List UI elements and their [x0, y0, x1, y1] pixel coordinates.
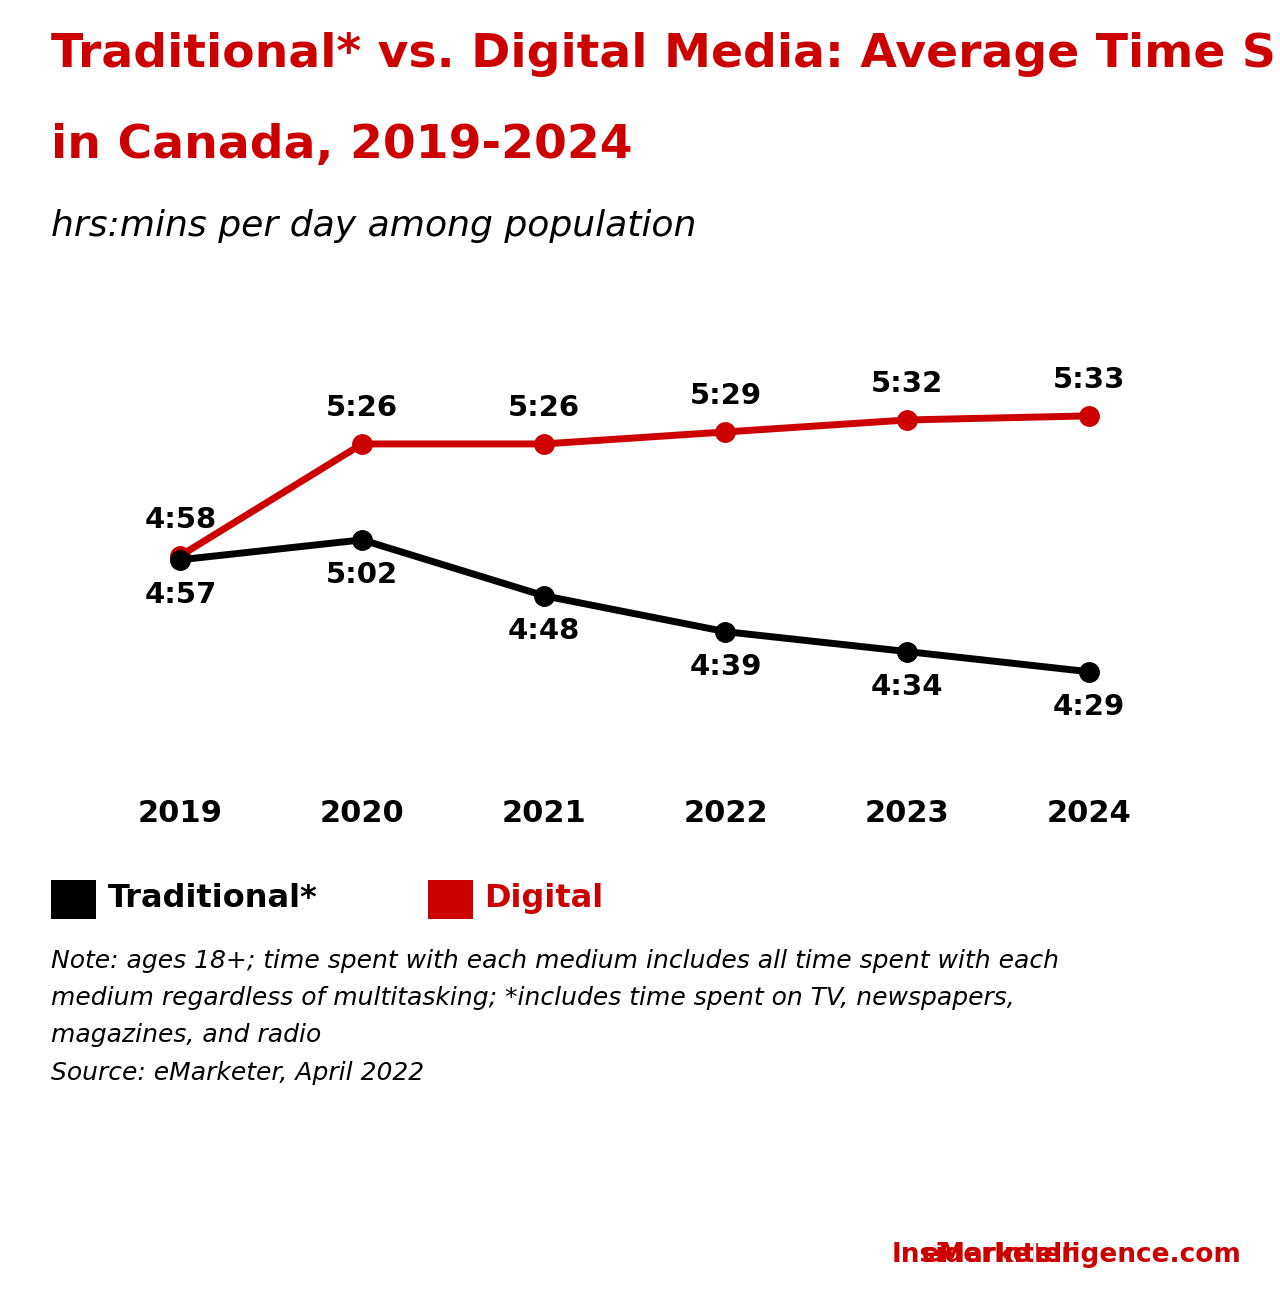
- Text: 5:26: 5:26: [508, 394, 580, 422]
- Text: 4:29: 4:29: [1052, 693, 1125, 722]
- Text: 2023: 2023: [865, 799, 950, 828]
- Text: 4:34: 4:34: [870, 673, 943, 701]
- Text: 2022: 2022: [684, 799, 768, 828]
- Text: 4:58: 4:58: [145, 506, 216, 534]
- Text: eMarketer: eMarketer: [922, 1242, 1075, 1269]
- Text: 5:32: 5:32: [870, 371, 943, 399]
- Text: 5:33: 5:33: [1052, 367, 1125, 394]
- Text: 2020: 2020: [320, 799, 404, 828]
- Text: 4:57: 4:57: [145, 581, 216, 609]
- Text: 2019: 2019: [138, 799, 223, 828]
- Text: Traditional* vs. Digital Media: Average Time Spent: Traditional* vs. Digital Media: Average …: [51, 32, 1280, 77]
- Bar: [428, 880, 472, 919]
- Text: 5:02: 5:02: [326, 562, 398, 590]
- Text: in Canada, 2019-2024: in Canada, 2019-2024: [51, 123, 632, 168]
- Text: InsiderIntelligence.com: InsiderIntelligence.com: [892, 1242, 1242, 1269]
- Text: |: |: [1029, 1242, 1039, 1269]
- Text: Digital: Digital: [485, 883, 604, 914]
- Text: Note: ages 18+; time spent with each medium includes all time spent with each
me: Note: ages 18+; time spent with each med…: [51, 949, 1060, 1084]
- Text: 4:39: 4:39: [689, 653, 762, 682]
- Text: 5:29: 5:29: [690, 382, 762, 411]
- Text: 2024: 2024: [1047, 799, 1132, 828]
- Text: Traditional*: Traditional*: [108, 883, 317, 914]
- Text: 5:26: 5:26: [326, 394, 398, 422]
- Text: hrs:mins per day among population: hrs:mins per day among population: [51, 209, 696, 243]
- Text: 2021: 2021: [502, 799, 586, 828]
- Text: T11957: T11957: [38, 1242, 148, 1269]
- Text: 4:48: 4:48: [508, 617, 580, 646]
- Bar: [51, 880, 96, 919]
